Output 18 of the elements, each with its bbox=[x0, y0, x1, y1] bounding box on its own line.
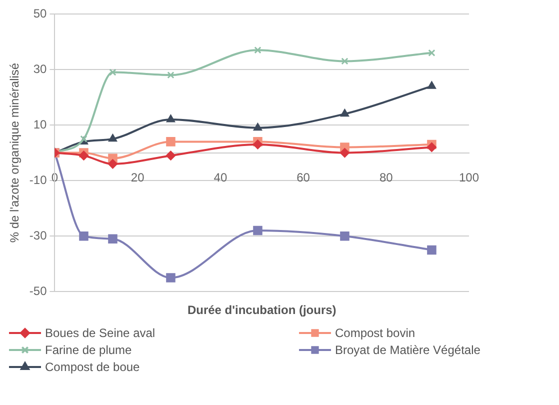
x-tick-label: 40 bbox=[214, 170, 228, 184]
x-tick-label: 80 bbox=[379, 170, 394, 184]
x-tick-label: 100 bbox=[458, 170, 480, 184]
legend-label: Broyat de Matière Végétale bbox=[335, 343, 480, 357]
y-tick-label: -50 bbox=[29, 284, 48, 298]
y-axis-title: % de l'azote organique minéralisé bbox=[8, 62, 22, 243]
y-tick-label: -10 bbox=[29, 172, 48, 187]
y-tick-label: 50 bbox=[33, 6, 48, 20]
y-tick-label: 10 bbox=[33, 117, 48, 132]
x-tick-label: 60 bbox=[296, 170, 310, 184]
legend-label: Compost bovin bbox=[335, 326, 416, 340]
y-tick-label: 30 bbox=[33, 62, 48, 76]
x-axis-title: Durée d'incubation (jours) bbox=[187, 303, 336, 318]
y-tick-label: -30 bbox=[29, 228, 48, 242]
legend-label: Compost de boue bbox=[45, 360, 140, 374]
x-tick-label: 20 bbox=[130, 170, 145, 184]
legend-label: Farine de plume bbox=[45, 343, 132, 357]
legend-label: Boues de Seine aval bbox=[45, 326, 156, 340]
